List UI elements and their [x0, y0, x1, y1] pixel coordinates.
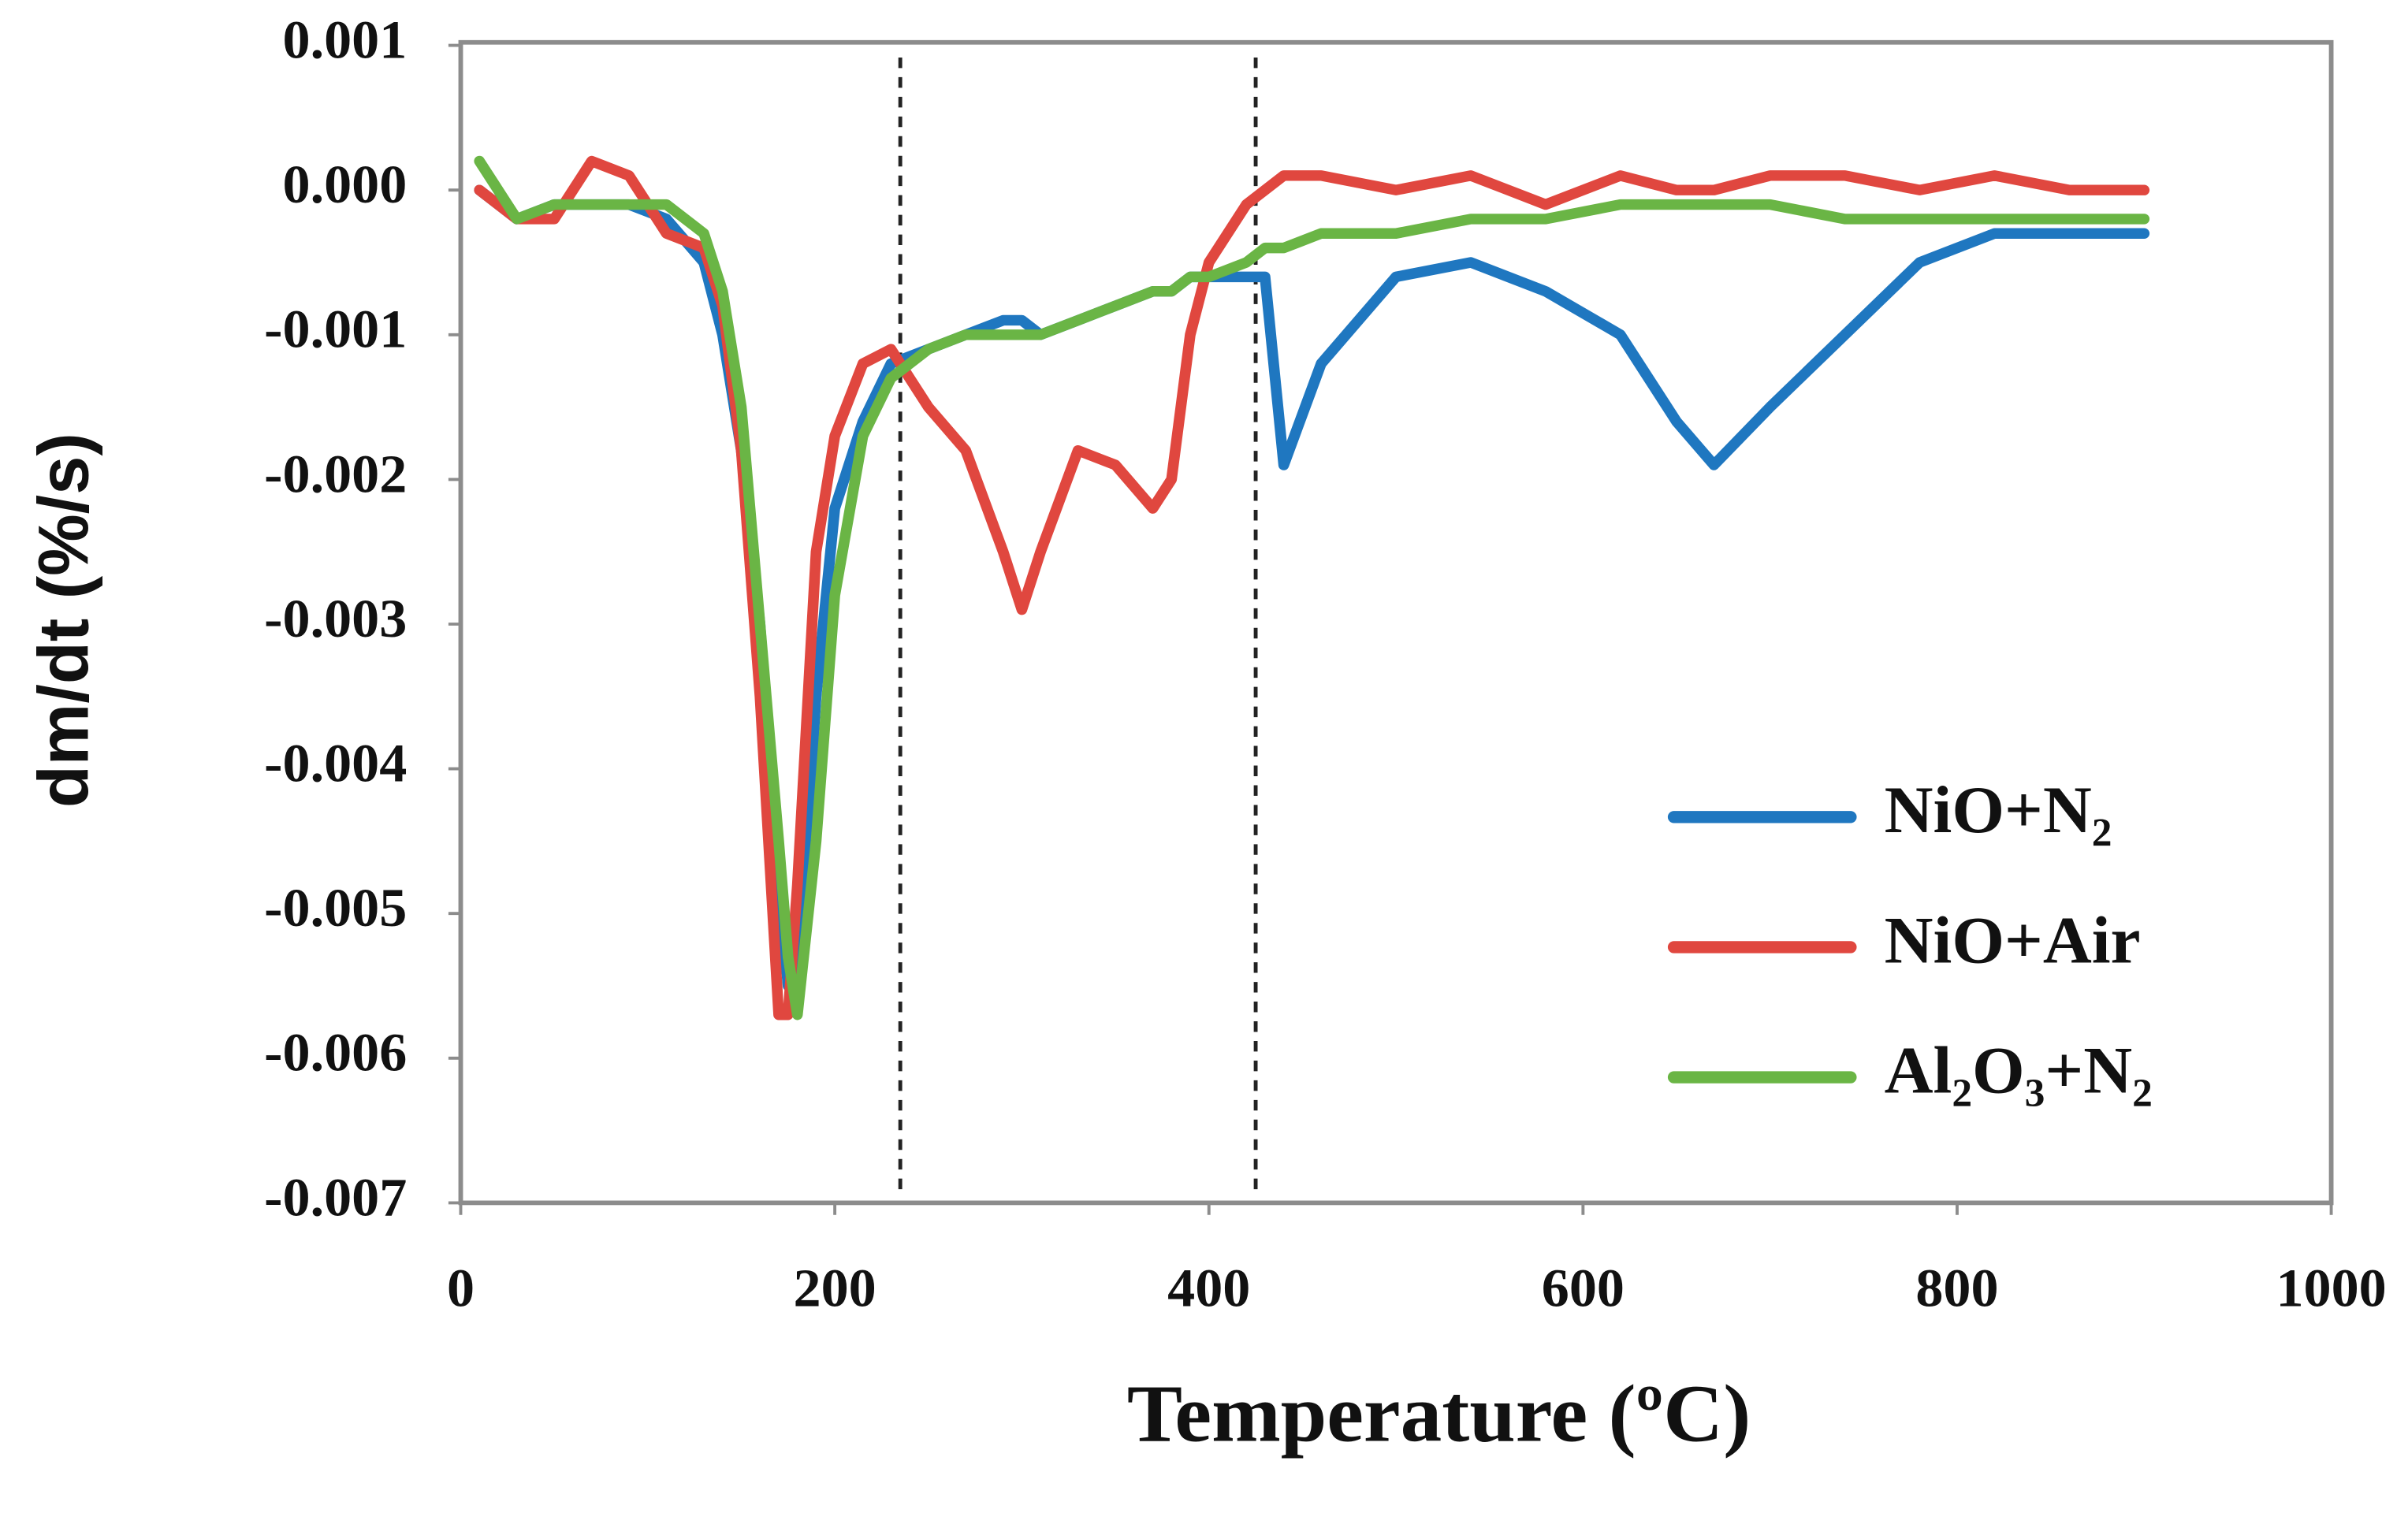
- legend-label: Al₂O₃+N₂: [1885, 1034, 2153, 1107]
- y-tick-label: -0.007: [264, 1168, 407, 1228]
- legend-label: NiO+N₂: [1885, 774, 2112, 847]
- x-tick-label: 1000: [2276, 1258, 2386, 1318]
- x-tick-label: 200: [794, 1258, 876, 1318]
- y-tick-label: -0.005: [264, 879, 407, 939]
- x-tick-label: 0: [447, 1258, 475, 1318]
- x-tick-label: 400: [1167, 1258, 1250, 1318]
- x-tick-label: 600: [1542, 1258, 1625, 1318]
- x-tick-label: 800: [1915, 1258, 1998, 1318]
- y-tick-label: -0.003: [264, 589, 407, 649]
- legend-label: NiO+Air: [1885, 904, 2141, 977]
- y-tick-label: 0.000: [283, 155, 408, 215]
- y-tick-label: 0.001: [283, 10, 408, 70]
- y-tick-label: -0.004: [264, 734, 407, 794]
- y-axis-title: dm/dt (%/s): [24, 433, 103, 808]
- y-tick-label: -0.001: [264, 299, 407, 359]
- y-tick-label: -0.002: [264, 444, 407, 504]
- x-axis-title: Temperature (ºC): [1127, 1368, 1751, 1459]
- data-line: [474, 155, 2150, 1020]
- y-tick-label: -0.006: [264, 1023, 407, 1083]
